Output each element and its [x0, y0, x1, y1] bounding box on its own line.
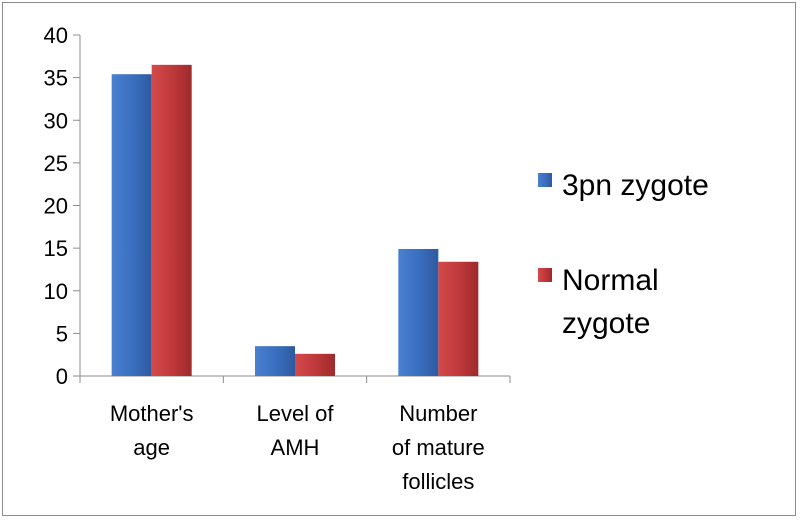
y-tick-label: 30 [44, 108, 68, 133]
legend-label: 3pn zygote [562, 169, 709, 202]
bar-normal-zygote-2 [438, 261, 479, 376]
legend: 3pn zygote Normal zygote [538, 169, 709, 340]
category-label: AMH [271, 435, 320, 460]
category-label: follicles [402, 469, 474, 494]
category-label: Number [399, 401, 477, 426]
y-tick-label: 5 [56, 321, 68, 346]
y-tick-label: 40 [44, 23, 68, 48]
category-label: Level of [256, 401, 334, 426]
bar-3pn-zygote-0 [111, 74, 152, 376]
legend-swatch-1 [538, 268, 552, 282]
category-label: age [133, 435, 170, 460]
bar-normal-zygote-1 [295, 353, 335, 376]
y-tick-label: 35 [44, 66, 68, 91]
bar-3pn-zygote-2 [398, 248, 439, 376]
category-labels: Mother's age Level of AMH Number of mature fol… [110, 401, 485, 494]
legend-label: zygote [562, 307, 650, 340]
y-tick-label: 20 [44, 194, 68, 219]
bar-3pn-zygote-1 [255, 346, 295, 376]
bars [111, 64, 479, 377]
x-axis [79, 375, 511, 383]
y-tick-label: 10 [44, 279, 68, 304]
category-label: of mature [392, 435, 485, 460]
y-tick-label: 15 [44, 236, 68, 261]
y-tick-label: 0 [56, 364, 68, 389]
y-tick-label: 25 [44, 151, 68, 176]
category-label: Mother's [110, 401, 194, 426]
legend-label: Normal [562, 264, 659, 297]
legend-swatch-0 [538, 173, 552, 187]
bar-normal-zygote-0 [151, 64, 192, 377]
y-axis: 0 5 10 15 20 25 30 35 40 [44, 23, 81, 389]
